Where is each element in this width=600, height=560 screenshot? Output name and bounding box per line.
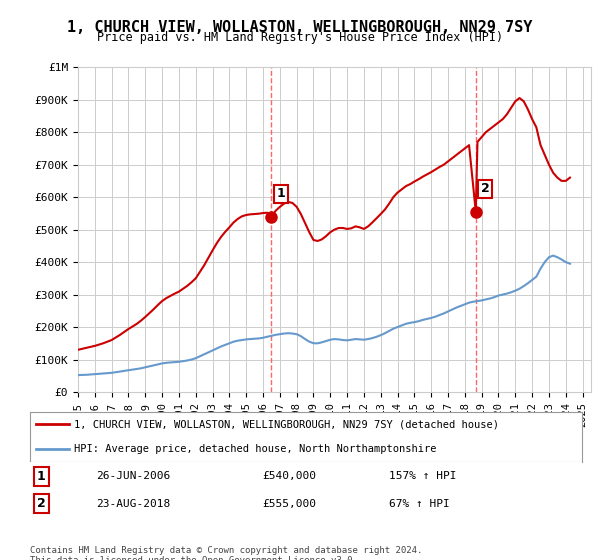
Text: 1, CHURCH VIEW, WOLLASTON, WELLINGBOROUGH, NN29 7SY: 1, CHURCH VIEW, WOLLASTON, WELLINGBOROUG… xyxy=(67,20,533,35)
Text: £540,000: £540,000 xyxy=(262,471,316,481)
Text: 1, CHURCH VIEW, WOLLASTON, WELLINGBOROUGH, NN29 7SY (detached house): 1, CHURCH VIEW, WOLLASTON, WELLINGBOROUG… xyxy=(74,419,499,429)
Text: HPI: Average price, detached house, North Northamptonshire: HPI: Average price, detached house, Nort… xyxy=(74,445,437,454)
Text: Price paid vs. HM Land Registry's House Price Index (HPI): Price paid vs. HM Land Registry's House … xyxy=(97,31,503,44)
Text: 2: 2 xyxy=(37,497,46,510)
Text: 26-JUN-2006: 26-JUN-2006 xyxy=(96,471,170,481)
Text: 23-AUG-2018: 23-AUG-2018 xyxy=(96,499,170,509)
Text: Contains HM Land Registry data © Crown copyright and database right 2024.
This d: Contains HM Land Registry data © Crown c… xyxy=(30,546,422,560)
Text: 1: 1 xyxy=(37,470,46,483)
Text: 157% ↑ HPI: 157% ↑ HPI xyxy=(389,471,457,481)
Text: 1: 1 xyxy=(277,187,285,200)
Text: £555,000: £555,000 xyxy=(262,499,316,509)
Text: 67% ↑ HPI: 67% ↑ HPI xyxy=(389,499,449,509)
Text: 2: 2 xyxy=(481,182,490,195)
